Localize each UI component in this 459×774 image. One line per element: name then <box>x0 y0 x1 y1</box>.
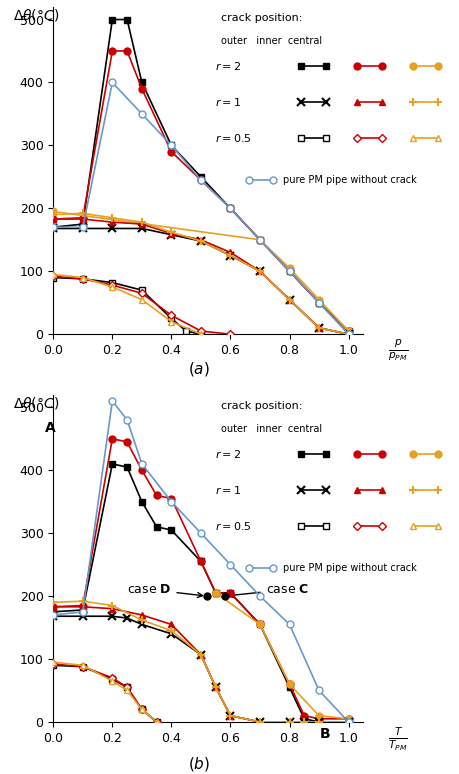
Text: $\mathbf{B}$: $\mathbf{B}$ <box>319 727 330 741</box>
Text: pure PM pipe without crack: pure PM pipe without crack <box>282 563 415 574</box>
Text: $r = 1$: $r = 1$ <box>214 484 240 495</box>
Text: $r = 2$: $r = 2$ <box>214 447 240 460</box>
Text: $(a)$: $(a)$ <box>188 361 209 378</box>
Text: $r = 1$: $r = 1$ <box>214 96 240 108</box>
Text: pure PM pipe without crack: pure PM pipe without crack <box>282 176 415 186</box>
Text: $(b)$: $(b)$ <box>187 755 210 772</box>
Text: $\mathbf{A}$: $\mathbf{A}$ <box>45 422 57 436</box>
Text: $\frac{T}{T_{PM}}$: $\frac{T}{T_{PM}}$ <box>387 725 407 752</box>
Text: $r = 0.5$: $r = 0.5$ <box>214 519 251 532</box>
Text: crack position:: crack position: <box>220 13 302 23</box>
Text: $r = 2$: $r = 2$ <box>214 60 240 72</box>
Text: crack position:: crack position: <box>220 401 302 411</box>
Text: $\Delta\theta(°C)$: $\Delta\theta(°C)$ <box>13 395 59 411</box>
Text: case $\mathbf{C}$: case $\mathbf{C}$ <box>229 583 308 598</box>
Text: $\Delta\theta(°C)$: $\Delta\theta(°C)$ <box>13 7 59 23</box>
Text: $\frac{p}{p_{PM}}$: $\frac{p}{p_{PM}}$ <box>387 337 407 363</box>
Text: outer   inner  central: outer inner central <box>220 36 321 46</box>
Text: outer   inner  central: outer inner central <box>220 424 321 434</box>
Text: case $\mathbf{D}$: case $\mathbf{D}$ <box>127 583 202 598</box>
Text: $r = 0.5$: $r = 0.5$ <box>214 132 251 144</box>
